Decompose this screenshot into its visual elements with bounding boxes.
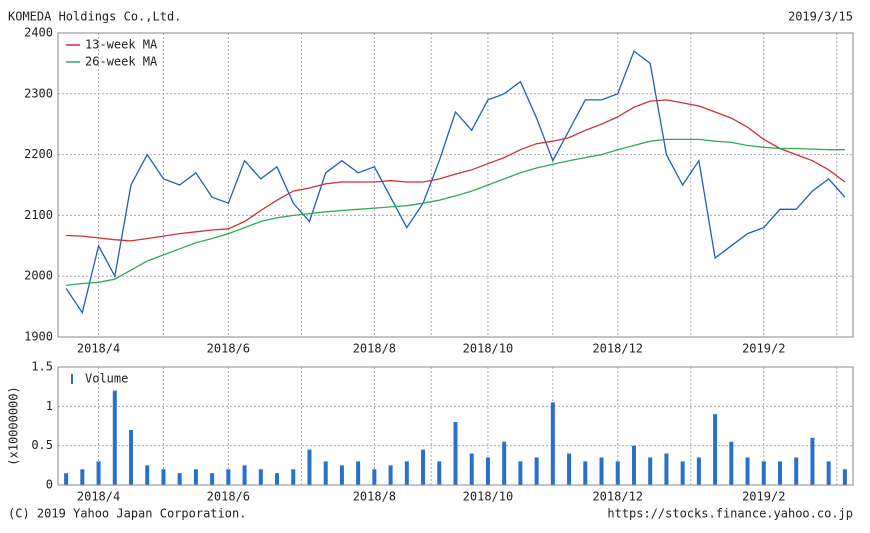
legend-label: 26-week MA: [85, 55, 158, 69]
y-tick-label: 0: [46, 478, 53, 492]
volume-bar: [615, 461, 620, 485]
price-line: [66, 138, 845, 286]
volume-bar: [777, 461, 782, 485]
y-tick-label: 0.5: [31, 438, 53, 452]
x-tick-label: 2018/10: [463, 490, 514, 504]
source-url: https://stocks.finance.yahoo.co.jp: [607, 507, 853, 521]
volume-bar: [177, 473, 182, 485]
company-name: KOMEDA Holdings Co.,Ltd.: [8, 10, 181, 24]
volume-bar: [534, 457, 539, 485]
volume-bar: [275, 473, 280, 485]
plot-frame: [57, 366, 854, 486]
volume-bar: [842, 469, 847, 485]
price-line: [66, 99, 846, 242]
price-line: [65, 50, 846, 315]
volume-bar: [80, 469, 85, 485]
copyright: (C) 2019 Yahoo Japan Corporation.: [8, 507, 246, 521]
volume-bar: [339, 465, 344, 485]
volume-bar: [550, 402, 555, 485]
volume-bar: [453, 422, 458, 485]
volume-bar: [242, 465, 247, 485]
volume-bar: [810, 437, 815, 485]
volume-bar: [404, 461, 409, 485]
volume-bar: [96, 461, 101, 485]
volume-bar: [323, 461, 328, 485]
y-tick-label: 1900: [24, 330, 53, 344]
volume-bar: [112, 390, 117, 485]
x-tick-label: 2018/6: [207, 342, 250, 356]
x-tick-label: 2018/8: [353, 490, 396, 504]
volume-bar: [502, 441, 507, 485]
volume-bar: [631, 445, 636, 485]
volume-bar: [64, 473, 69, 485]
chart-date: 2019/3/15: [788, 10, 853, 24]
y-tick-label: 1: [46, 399, 53, 413]
y-tick-label: 2400: [24, 26, 53, 40]
volume-bar: [713, 414, 718, 485]
x-tick-label: 2018/4: [77, 342, 120, 356]
volume-bar: [648, 457, 653, 485]
volume-bar: [291, 469, 296, 485]
volume-bar: [193, 469, 198, 485]
volume-bar: [388, 465, 393, 485]
volume-bar: [210, 473, 215, 485]
y-tick-label: 2300: [24, 86, 53, 100]
volume-bar: [518, 461, 523, 485]
volume-bar: [485, 457, 490, 485]
volume-bar: [696, 457, 701, 485]
x-tick-label: 2018/6: [207, 490, 250, 504]
volume-bar: [258, 469, 263, 485]
volume-bar: [161, 469, 166, 485]
y-tick-label: 2100: [24, 208, 53, 222]
volume-bar: [680, 461, 685, 485]
legend-label: 13-week MA: [85, 38, 158, 52]
volume-bar: [145, 465, 150, 485]
volume-bar: [307, 449, 312, 485]
x-tick-label: 2019/2: [742, 342, 785, 356]
volume-bar: [356, 461, 361, 485]
volume-bar: [729, 441, 734, 485]
x-tick-label: 2018/4: [77, 490, 120, 504]
volume-bar: [226, 469, 231, 485]
volume-bar: [372, 469, 377, 485]
y-tick-label: 1.5: [31, 360, 53, 374]
volume-bar: [421, 449, 426, 485]
volume-bar: [469, 453, 474, 485]
x-tick-label: 2018/12: [592, 490, 643, 504]
y-tick-label: 2000: [24, 269, 53, 283]
volume-bar: [794, 457, 799, 485]
volume-bar: [583, 461, 588, 485]
legend-label: Volume: [85, 372, 128, 386]
volume-bar: [129, 429, 134, 485]
volume-bar: [437, 461, 442, 485]
volume-bar: [761, 461, 766, 485]
plot-frame: [57, 32, 854, 338]
volume-bar: [745, 457, 750, 485]
y-axis-label: (x10000000): [7, 386, 21, 465]
volume-bar: [567, 453, 572, 485]
x-tick-label: 2018/10: [463, 342, 514, 356]
y-tick-label: 2200: [24, 147, 53, 161]
volume-bar: [664, 453, 669, 485]
volume-bar: [826, 461, 831, 485]
volume-bar: [599, 457, 604, 485]
x-tick-label: 2019/2: [742, 490, 785, 504]
x-tick-label: 2018/12: [592, 342, 643, 356]
x-tick-label: 2018/8: [353, 342, 396, 356]
